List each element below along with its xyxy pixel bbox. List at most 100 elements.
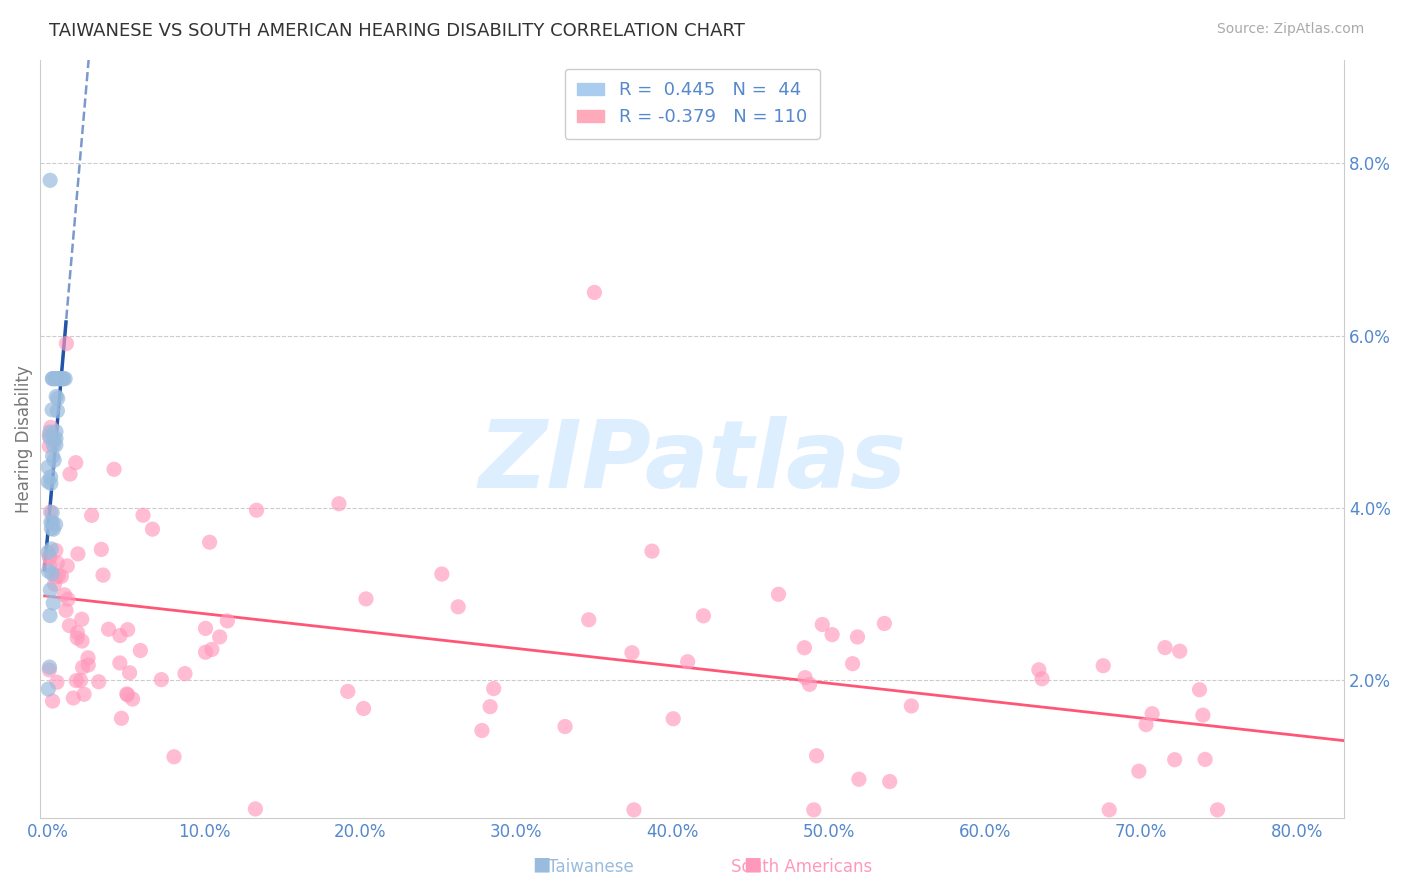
Point — [163, 749, 186, 764]
Point — [41, 516, 63, 530]
Point — [44, 453, 66, 467]
Point — [37, 475, 59, 489]
Point — [174, 666, 197, 681]
Point — [56, 558, 79, 573]
Point — [56, 592, 79, 607]
Text: ZIPatlas: ZIPatlas — [478, 416, 905, 508]
Point — [108, 656, 131, 670]
Point — [38, 425, 60, 439]
Point — [1140, 706, 1163, 721]
Point — [41, 566, 63, 581]
Text: ■: ■ — [531, 855, 551, 873]
Point — [73, 687, 96, 701]
Point — [51, 569, 73, 583]
Point — [841, 657, 863, 671]
Legend: R =  0.445   N =  44, R = -0.379   N = 110: R = 0.445 N = 44, R = -0.379 N = 110 — [565, 69, 820, 139]
Point — [38, 549, 60, 563]
Point — [118, 665, 141, 680]
Point — [848, 772, 870, 787]
Point — [482, 681, 505, 696]
Point — [38, 564, 60, 578]
Point — [45, 432, 67, 446]
Point — [91, 568, 114, 582]
Point — [45, 517, 67, 532]
Point — [201, 642, 224, 657]
Point — [39, 541, 62, 556]
Point — [1188, 682, 1211, 697]
Point — [39, 420, 62, 434]
Point — [150, 673, 173, 687]
Point — [69, 673, 91, 688]
Point — [803, 803, 825, 817]
Point — [108, 629, 131, 643]
Text: Source: ZipAtlas.com: Source: ZipAtlas.com — [1216, 22, 1364, 37]
Point — [45, 570, 67, 584]
Text: ■: ■ — [742, 855, 762, 873]
Point — [41, 506, 63, 520]
Point — [52, 372, 75, 386]
Point — [1194, 752, 1216, 766]
Point — [620, 646, 643, 660]
Point — [245, 802, 267, 816]
Point — [1154, 640, 1177, 655]
Point — [41, 449, 63, 463]
Text: Taiwanese: Taiwanese — [548, 858, 633, 876]
Point — [46, 404, 69, 418]
Point — [900, 698, 922, 713]
Point — [846, 630, 869, 644]
Point — [1168, 644, 1191, 658]
Point — [1192, 708, 1215, 723]
Point — [58, 618, 80, 632]
Point — [38, 430, 60, 444]
Point — [623, 803, 645, 817]
Point — [77, 650, 100, 665]
Point — [1092, 658, 1115, 673]
Point — [65, 456, 87, 470]
Point — [1128, 764, 1150, 779]
Point — [38, 660, 60, 674]
Point — [46, 392, 69, 406]
Point — [194, 621, 217, 635]
Point — [245, 503, 267, 517]
Point — [353, 701, 375, 715]
Point — [1163, 753, 1185, 767]
Point — [132, 508, 155, 523]
Point — [37, 460, 59, 475]
Point — [692, 608, 714, 623]
Point — [80, 508, 103, 523]
Point — [41, 372, 63, 386]
Point — [46, 556, 69, 570]
Point — [554, 720, 576, 734]
Point — [42, 596, 65, 610]
Point — [117, 623, 139, 637]
Point — [430, 567, 453, 582]
Point — [65, 673, 87, 688]
Point — [794, 671, 817, 685]
Point — [39, 476, 62, 491]
Point — [447, 599, 470, 614]
Point — [87, 674, 110, 689]
Point — [799, 677, 821, 691]
Point — [77, 658, 100, 673]
Point — [39, 470, 62, 484]
Point — [879, 774, 901, 789]
Point — [1028, 663, 1050, 677]
Point — [59, 467, 82, 481]
Point — [873, 616, 896, 631]
Point — [578, 613, 600, 627]
Point — [55, 603, 77, 617]
Point — [141, 522, 163, 536]
Point — [354, 591, 377, 606]
Point — [42, 433, 65, 447]
Point — [217, 614, 239, 628]
Point — [806, 748, 828, 763]
Point — [37, 681, 59, 696]
Point — [471, 723, 494, 738]
Point — [53, 588, 76, 602]
Point — [45, 425, 67, 439]
Point — [821, 627, 844, 641]
Point — [66, 625, 89, 640]
Point — [811, 617, 834, 632]
Point — [97, 622, 120, 636]
Point — [41, 402, 63, 417]
